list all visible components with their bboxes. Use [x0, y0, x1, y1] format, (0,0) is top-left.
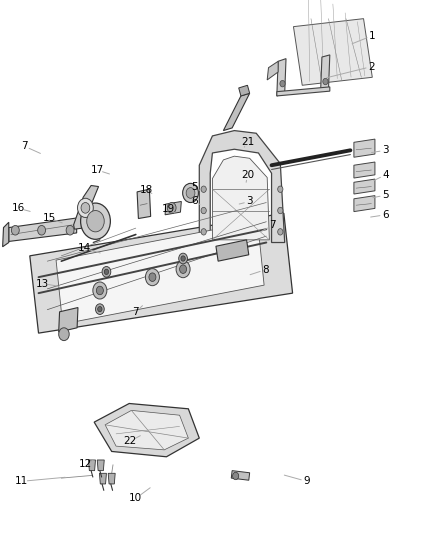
- Circle shape: [145, 269, 159, 286]
- Polygon shape: [56, 221, 264, 324]
- Circle shape: [278, 207, 283, 214]
- Polygon shape: [108, 473, 115, 484]
- Text: 2: 2: [368, 62, 375, 71]
- Text: 6: 6: [191, 197, 198, 206]
- Text: 20: 20: [241, 170, 254, 180]
- Circle shape: [38, 225, 46, 235]
- Polygon shape: [354, 139, 375, 157]
- Circle shape: [201, 207, 206, 214]
- Polygon shape: [231, 471, 250, 480]
- Circle shape: [180, 265, 187, 273]
- Polygon shape: [3, 222, 9, 247]
- Polygon shape: [165, 201, 181, 215]
- Text: 19: 19: [162, 204, 175, 214]
- Polygon shape: [354, 196, 375, 212]
- Circle shape: [66, 225, 74, 235]
- Polygon shape: [99, 473, 106, 484]
- Polygon shape: [94, 403, 199, 457]
- Circle shape: [98, 306, 102, 312]
- Polygon shape: [9, 218, 77, 241]
- Circle shape: [11, 225, 19, 235]
- Polygon shape: [212, 156, 269, 240]
- Polygon shape: [74, 185, 99, 229]
- Polygon shape: [267, 61, 278, 80]
- Polygon shape: [354, 179, 375, 194]
- Circle shape: [183, 183, 198, 203]
- Circle shape: [59, 328, 69, 341]
- Text: 7: 7: [269, 221, 276, 230]
- Polygon shape: [321, 55, 330, 91]
- Text: 11: 11: [15, 477, 28, 486]
- Text: 3: 3: [382, 146, 389, 155]
- Polygon shape: [137, 189, 151, 219]
- Polygon shape: [277, 59, 286, 96]
- Polygon shape: [59, 308, 78, 332]
- Circle shape: [78, 198, 93, 217]
- Circle shape: [96, 286, 103, 295]
- Text: 14: 14: [78, 244, 91, 253]
- Text: 22: 22: [123, 437, 136, 446]
- Text: 3: 3: [246, 197, 253, 206]
- Circle shape: [81, 203, 110, 239]
- Polygon shape: [216, 240, 249, 261]
- Text: 9: 9: [303, 477, 310, 486]
- Polygon shape: [105, 410, 188, 450]
- Text: 15: 15: [42, 213, 56, 223]
- Circle shape: [278, 229, 283, 235]
- Polygon shape: [277, 87, 330, 96]
- Text: 13: 13: [36, 279, 49, 288]
- Circle shape: [149, 273, 156, 281]
- Text: 7: 7: [21, 141, 28, 151]
- Circle shape: [81, 203, 90, 213]
- Text: 17: 17: [91, 165, 104, 175]
- Polygon shape: [293, 19, 372, 85]
- Circle shape: [181, 256, 185, 261]
- Circle shape: [323, 78, 328, 85]
- Circle shape: [280, 80, 285, 87]
- Text: 16: 16: [12, 204, 25, 213]
- Text: 6: 6: [382, 210, 389, 220]
- Text: 4: 4: [382, 170, 389, 180]
- Circle shape: [167, 203, 176, 213]
- Text: 8: 8: [262, 265, 269, 274]
- Circle shape: [102, 266, 111, 277]
- Circle shape: [95, 304, 104, 314]
- Circle shape: [87, 211, 104, 232]
- Text: 5: 5: [191, 182, 198, 192]
- Text: 10: 10: [129, 494, 142, 503]
- Text: 1: 1: [369, 31, 376, 41]
- Circle shape: [176, 261, 190, 278]
- Text: 5: 5: [382, 190, 389, 200]
- Circle shape: [186, 188, 195, 198]
- Text: 18: 18: [140, 185, 153, 195]
- Polygon shape: [239, 85, 250, 96]
- Polygon shape: [354, 162, 375, 178]
- Circle shape: [201, 229, 206, 235]
- Polygon shape: [199, 131, 285, 243]
- Circle shape: [93, 282, 107, 299]
- Polygon shape: [88, 460, 95, 471]
- Circle shape: [233, 472, 239, 480]
- Polygon shape: [30, 213, 293, 333]
- Polygon shape: [223, 93, 250, 131]
- Circle shape: [278, 186, 283, 192]
- Polygon shape: [97, 460, 104, 471]
- Circle shape: [201, 186, 206, 192]
- Circle shape: [104, 269, 109, 274]
- Circle shape: [179, 253, 187, 264]
- Text: 21: 21: [241, 137, 254, 147]
- Text: 7: 7: [132, 307, 139, 317]
- Text: 12: 12: [79, 459, 92, 469]
